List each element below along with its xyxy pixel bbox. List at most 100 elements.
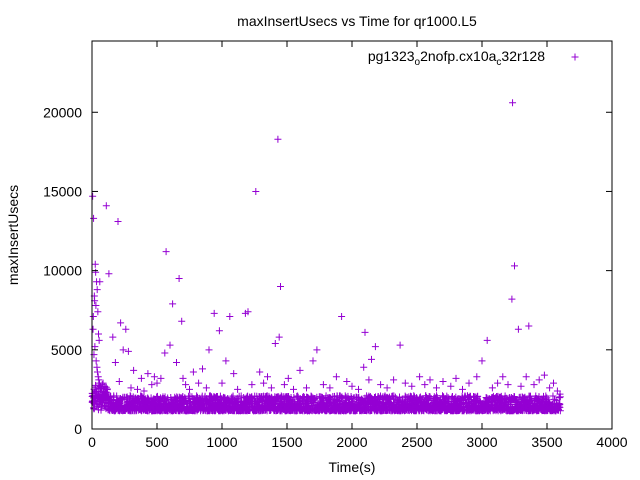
data-point — [377, 381, 385, 389]
data-point — [401, 379, 409, 387]
data-point — [286, 396, 294, 404]
data-point — [264, 373, 271, 381]
data-point — [93, 286, 101, 294]
data-point — [179, 374, 187, 382]
data-point — [93, 368, 101, 376]
data-point — [195, 379, 203, 387]
data-point — [459, 385, 466, 393]
data-point — [97, 384, 105, 392]
data-point — [556, 400, 564, 408]
data-point — [153, 379, 161, 387]
data-point — [215, 327, 223, 335]
data-point — [447, 382, 455, 390]
data-point — [361, 328, 369, 336]
data-point — [509, 99, 517, 107]
data-point — [234, 385, 242, 393]
data-point — [517, 382, 525, 390]
data-point — [433, 384, 440, 392]
data-point — [244, 308, 252, 316]
data-point — [348, 382, 356, 390]
legend-marker — [571, 53, 579, 61]
data-point — [169, 300, 177, 308]
data-point — [189, 368, 197, 376]
chart-title: maxInsertUsecs vs Time for qr1000.L5 — [237, 13, 477, 29]
data-point — [140, 387, 148, 395]
data-point — [390, 392, 398, 400]
data-point — [546, 384, 554, 392]
data-point — [556, 390, 564, 398]
data-point — [94, 373, 102, 381]
data-point — [89, 313, 97, 321]
data-point — [338, 313, 346, 321]
data-point — [496, 393, 504, 401]
data-point — [137, 374, 145, 382]
legend-subscript: o — [415, 57, 421, 68]
data-point — [309, 357, 317, 365]
x-tick-label: 4000 — [596, 434, 627, 450]
data-point — [474, 392, 482, 400]
data-point — [473, 373, 481, 381]
data-point — [148, 381, 156, 389]
y-tick-label: 0 — [74, 421, 82, 437]
data-point — [173, 358, 180, 366]
data-point — [260, 379, 268, 387]
data-point — [396, 341, 404, 349]
data-point — [371, 343, 379, 351]
data-point — [383, 384, 391, 392]
data-point — [90, 214, 98, 222]
data-point — [102, 202, 110, 210]
data-point — [488, 384, 496, 392]
legend-text-part: 32r128 — [501, 48, 545, 64]
data-point — [416, 394, 424, 402]
data-point — [93, 363, 101, 371]
data-point — [91, 343, 99, 351]
data-point — [514, 325, 522, 333]
data-point — [178, 317, 186, 325]
data-point — [303, 384, 310, 392]
data-point — [100, 389, 108, 397]
data-point — [368, 355, 375, 363]
data-point — [205, 346, 213, 354]
data-point — [365, 376, 373, 384]
x-tick-label: 1500 — [271, 434, 302, 450]
data-point — [408, 382, 416, 390]
data-point — [182, 381, 190, 389]
legend-label: pg1323o2nofp.cx10ac32r128 — [368, 48, 545, 68]
data-point — [144, 370, 152, 378]
data-point — [390, 376, 398, 384]
plot-area — [88, 99, 564, 415]
x-axis-label: Time(s) — [329, 459, 376, 475]
data-point — [134, 385, 141, 393]
x-tick-label: 1000 — [206, 434, 237, 450]
y-tick-label: 15000 — [43, 183, 82, 199]
data-point — [229, 392, 237, 400]
data-point — [114, 218, 122, 226]
data-point — [122, 325, 130, 333]
x-tick-label: 3000 — [466, 434, 497, 450]
data-point — [222, 357, 230, 365]
plot-frame — [91, 40, 613, 430]
data-point — [343, 377, 351, 385]
y-axis-label: maxInsertUsecs — [5, 185, 21, 285]
data-point — [166, 341, 174, 349]
data-point — [508, 295, 516, 303]
data-point — [96, 278, 104, 286]
data-point — [117, 319, 125, 327]
y-axis: 0 5000 10000 15000 20000 — [43, 104, 612, 437]
data-point — [319, 381, 327, 389]
data-point — [504, 381, 512, 389]
data-point — [119, 346, 127, 354]
x-tick-label: 3500 — [531, 434, 562, 450]
data-point — [296, 366, 304, 374]
x-axis: 0 500 1000 1500 2000 2500 3000 3500 4000 — [88, 41, 628, 450]
legend-text-part: 2nofp.cx10a — [420, 48, 496, 64]
data-point — [274, 135, 282, 143]
data-point — [525, 322, 533, 330]
data-point — [439, 377, 447, 385]
data-point — [290, 385, 297, 393]
data-point — [226, 313, 234, 321]
data-point — [530, 381, 538, 389]
data-point — [549, 392, 557, 400]
x-tick-label: 0 — [88, 434, 96, 450]
